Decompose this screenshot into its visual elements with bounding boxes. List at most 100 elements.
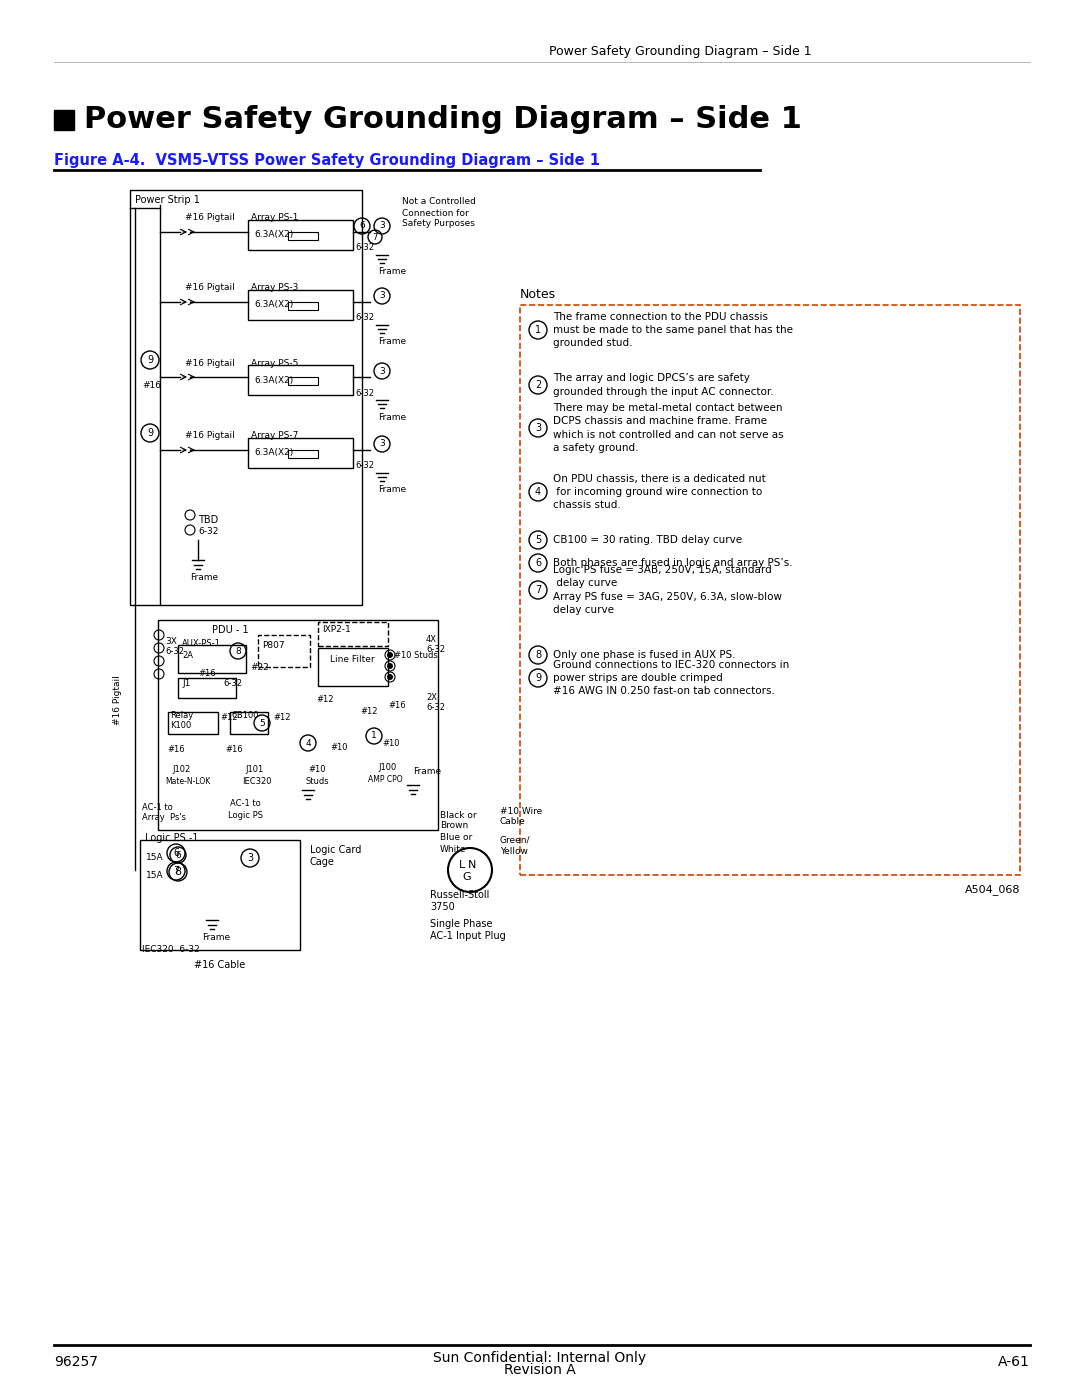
Text: 6-32: 6-32 bbox=[198, 528, 218, 536]
Text: N: N bbox=[468, 861, 476, 870]
Text: 2A: 2A bbox=[183, 651, 193, 659]
Text: #10: #10 bbox=[308, 766, 325, 774]
Text: J1: J1 bbox=[183, 679, 190, 687]
Text: Power Safety Grounding Diagram – Side 1: Power Safety Grounding Diagram – Side 1 bbox=[549, 46, 811, 59]
Text: 4: 4 bbox=[535, 488, 541, 497]
Circle shape bbox=[387, 673, 393, 680]
Text: 6-32: 6-32 bbox=[426, 645, 445, 655]
Bar bbox=[248, 219, 353, 250]
Text: 3: 3 bbox=[379, 292, 384, 300]
Text: Black or: Black or bbox=[440, 810, 476, 820]
Text: White: White bbox=[440, 845, 467, 854]
Circle shape bbox=[387, 652, 393, 658]
Text: Array PS-1: Array PS-1 bbox=[251, 214, 298, 222]
Text: Russell-Stoll: Russell-Stoll bbox=[430, 890, 489, 900]
Text: AC-1 Input Plug: AC-1 Input Plug bbox=[430, 930, 505, 942]
Bar bbox=[54, 110, 75, 130]
Text: 6-32: 6-32 bbox=[355, 388, 374, 398]
Text: 2: 2 bbox=[535, 380, 541, 390]
Text: The array and logic DPCS’s are safety
grounded through the input AC connector.: The array and logic DPCS’s are safety gr… bbox=[553, 373, 773, 397]
Text: Only one phase is fused in AUX PS.: Only one phase is fused in AUX PS. bbox=[553, 650, 735, 659]
Text: 6.3A(X2): 6.3A(X2) bbox=[254, 231, 294, 239]
Text: 8: 8 bbox=[175, 868, 181, 877]
Text: Green/: Green/ bbox=[500, 835, 530, 845]
Text: Logic PS fuse = 3AB, 250V, 15A, standard
 delay curve
Array PS fuse = 3AG, 250V,: Logic PS fuse = 3AB, 250V, 15A, standard… bbox=[553, 566, 782, 615]
Bar bbox=[248, 291, 353, 320]
Text: A504_068: A504_068 bbox=[964, 884, 1020, 895]
Text: Frame: Frame bbox=[378, 267, 406, 277]
Text: #16: #16 bbox=[225, 746, 243, 754]
Bar bbox=[288, 377, 318, 386]
Text: Array PS-7: Array PS-7 bbox=[251, 432, 298, 440]
Text: Not a Controlled: Not a Controlled bbox=[402, 197, 476, 207]
Text: Single Phase: Single Phase bbox=[430, 919, 492, 929]
Text: The frame connection to the PDU chassis
must be made to the same panel that has : The frame connection to the PDU chassis … bbox=[553, 312, 793, 348]
Bar bbox=[318, 648, 388, 686]
Text: 3: 3 bbox=[247, 854, 253, 863]
Text: 6.3A(X2): 6.3A(X2) bbox=[254, 300, 294, 310]
Text: Ground connections to IEC-320 connectors in
power strips are double crimped
#16 : Ground connections to IEC-320 connectors… bbox=[553, 659, 789, 696]
Text: #12: #12 bbox=[273, 714, 291, 722]
Bar bbox=[248, 439, 353, 468]
Text: 3: 3 bbox=[535, 423, 541, 433]
Text: Frame: Frame bbox=[378, 338, 406, 346]
Text: #10: #10 bbox=[330, 742, 348, 752]
Text: Relay: Relay bbox=[170, 711, 193, 719]
Text: 6.3A(X2): 6.3A(X2) bbox=[254, 448, 294, 457]
Text: 7: 7 bbox=[173, 866, 179, 876]
Text: Revision A: Revision A bbox=[504, 1363, 576, 1377]
Text: #16: #16 bbox=[167, 746, 185, 754]
Text: #16: #16 bbox=[198, 669, 216, 678]
Text: 4: 4 bbox=[306, 739, 311, 747]
Text: CB100: CB100 bbox=[232, 711, 259, 719]
Text: Line Filter: Line Filter bbox=[330, 655, 375, 665]
Text: 6-32: 6-32 bbox=[165, 647, 184, 657]
Text: Frame: Frame bbox=[413, 767, 441, 777]
Bar bbox=[178, 678, 237, 698]
Text: CB100 = 30 rating. TBD delay curve: CB100 = 30 rating. TBD delay curve bbox=[553, 535, 742, 545]
Text: Brown: Brown bbox=[440, 821, 469, 830]
Text: 8: 8 bbox=[535, 650, 541, 659]
Bar bbox=[519, 305, 1020, 875]
Text: AMP CPO: AMP CPO bbox=[368, 774, 403, 784]
Text: A-61: A-61 bbox=[998, 1355, 1030, 1369]
Bar bbox=[158, 620, 438, 830]
Text: Array PS-3: Array PS-3 bbox=[251, 284, 298, 292]
Text: 6: 6 bbox=[173, 848, 179, 858]
Text: 3: 3 bbox=[379, 366, 384, 376]
Text: AUX-PS-1: AUX-PS-1 bbox=[183, 638, 221, 647]
Text: 7: 7 bbox=[535, 585, 541, 595]
Text: IEC320  6-32: IEC320 6-32 bbox=[141, 946, 200, 954]
Text: #16 Pigtail: #16 Pigtail bbox=[185, 432, 234, 440]
Text: 6: 6 bbox=[175, 851, 180, 859]
Text: #10: #10 bbox=[382, 739, 400, 749]
Bar bbox=[288, 450, 318, 458]
Text: 5: 5 bbox=[535, 535, 541, 545]
Text: Safety Purposes: Safety Purposes bbox=[402, 219, 475, 229]
Text: AC-1 to: AC-1 to bbox=[141, 802, 173, 812]
Bar bbox=[178, 645, 246, 673]
Text: #10 Studs: #10 Studs bbox=[394, 651, 437, 659]
Text: Array PS-5: Array PS-5 bbox=[251, 359, 298, 367]
Text: J100: J100 bbox=[378, 764, 396, 773]
Text: #16 Cable: #16 Cable bbox=[194, 960, 245, 970]
Text: 4X: 4X bbox=[426, 636, 437, 644]
Text: J102: J102 bbox=[172, 766, 190, 774]
Text: 6-32: 6-32 bbox=[355, 243, 374, 253]
Text: Power Strip 1: Power Strip 1 bbox=[135, 196, 200, 205]
Text: 5: 5 bbox=[259, 718, 265, 728]
Text: #16 Pigtail: #16 Pigtail bbox=[113, 675, 122, 725]
Text: P807: P807 bbox=[262, 640, 285, 650]
Bar bbox=[248, 365, 353, 395]
Text: #10 Wire: #10 Wire bbox=[500, 807, 542, 816]
Text: Figure A-4.  VSM5-VTSS Power Safety Grounding Diagram – Side 1: Figure A-4. VSM5-VTSS Power Safety Groun… bbox=[54, 152, 600, 168]
Bar bbox=[258, 636, 310, 666]
Text: Mate-N-LOK: Mate-N-LOK bbox=[165, 777, 211, 785]
Text: 9: 9 bbox=[535, 673, 541, 683]
Text: Cage: Cage bbox=[310, 856, 335, 868]
Text: 6: 6 bbox=[360, 222, 365, 231]
Text: Frame: Frame bbox=[378, 412, 406, 422]
Text: 15A: 15A bbox=[146, 854, 164, 862]
Text: Frame: Frame bbox=[202, 933, 230, 943]
Bar bbox=[168, 712, 218, 733]
